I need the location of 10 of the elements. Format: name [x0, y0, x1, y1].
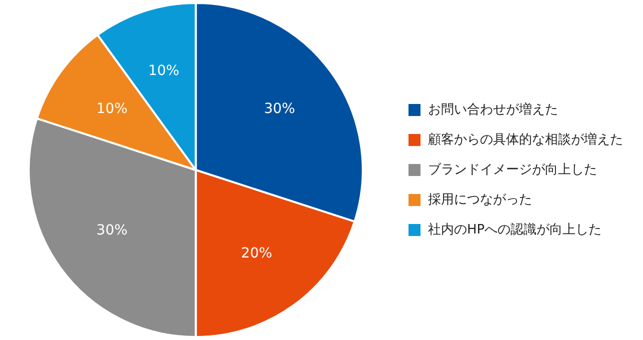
data-label: 30%	[264, 100, 296, 117]
legend-label: お問い合わせが増えた	[428, 101, 558, 118]
data-label: 10%	[148, 63, 180, 80]
data-label: 20%	[241, 245, 272, 262]
legend-label: 社内のHPへの認識が向上した	[428, 222, 602, 238]
legend-label: ブランドイメージが向上した	[428, 162, 597, 178]
data-label: 30%	[96, 222, 128, 238]
data-label: 10%	[96, 100, 128, 117]
legend-label: 顧客からの具体的な相談が増えた	[428, 131, 623, 148]
legend-label: 採用につながった	[428, 192, 532, 208]
